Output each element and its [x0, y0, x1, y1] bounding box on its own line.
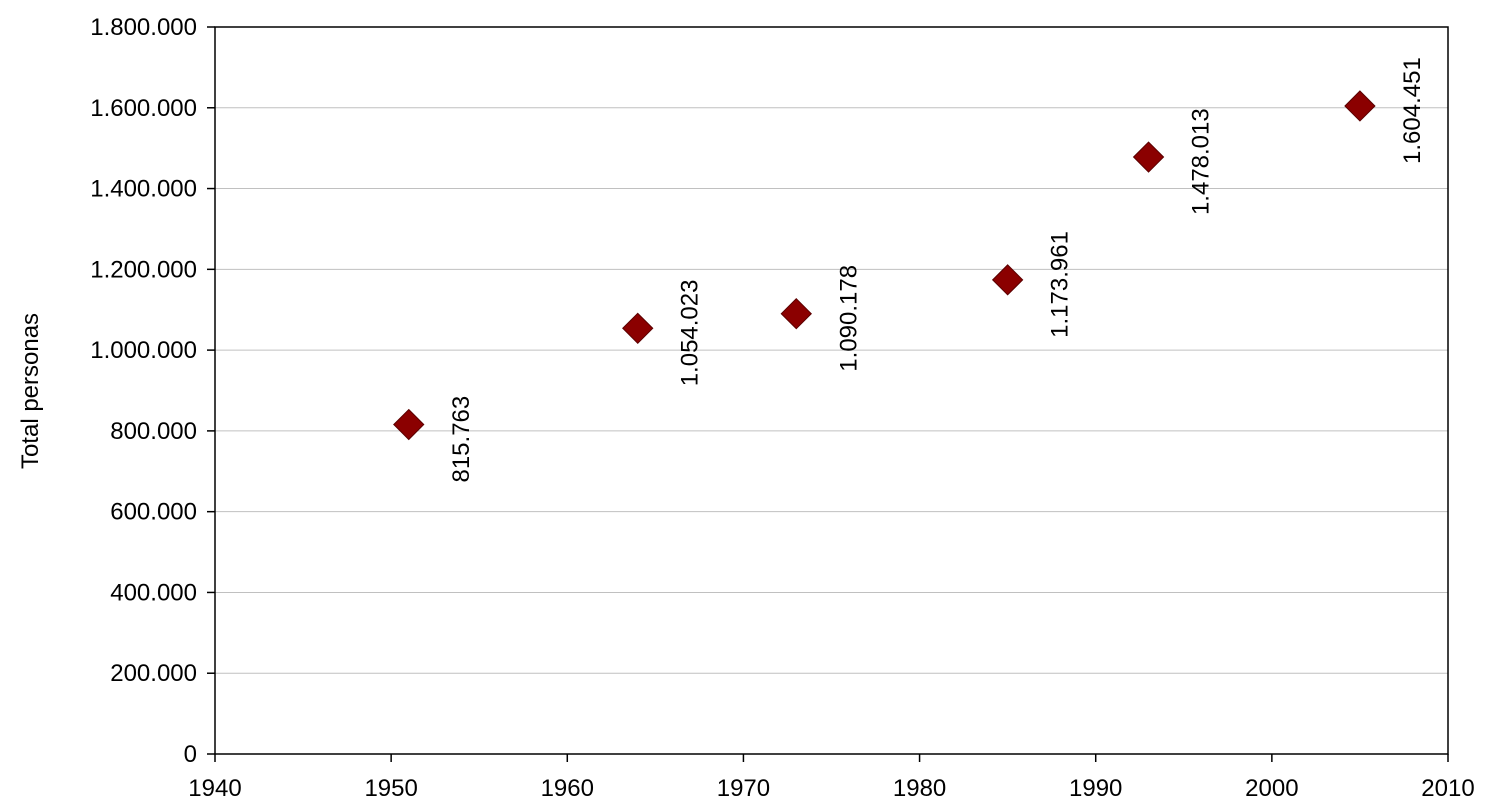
y-tick-label: 200.000	[110, 660, 197, 687]
y-tick-label: 1.000.000	[90, 337, 197, 364]
y-axis-title: Total personas	[17, 313, 44, 469]
x-tick-label: 1970	[717, 775, 770, 802]
data-point-marker	[780, 297, 812, 330]
y-tick-label: 1.400.000	[90, 176, 197, 203]
data-points: 815.763 1.054.023 1.090.178 1.173.961 1.478.…	[393, 57, 1426, 483]
y-tick-label: 1.200.000	[90, 256, 197, 283]
y-tick-label: 400.000	[110, 579, 197, 606]
gridlines	[215, 107, 1448, 674]
data-point-label: 1.173.961	[1047, 231, 1074, 338]
x-tick-label: 1940	[188, 775, 241, 802]
data-point-marker	[1344, 90, 1376, 122]
y-axis: 0 200.000 400.000 600.000 800.000 1.000.000 1.…	[90, 14, 215, 768]
data-point-label: 815.763	[448, 396, 475, 483]
data-point-label: 1.478.013	[1188, 108, 1215, 215]
data-point-marker	[393, 408, 425, 441]
y-tick-label: 1.800.000	[90, 14, 197, 41]
x-tick-label: 1950	[364, 775, 417, 802]
x-tick-label: 1960	[541, 775, 594, 802]
data-point-label: 1.054.023	[677, 280, 704, 387]
y-tick-label: 0	[184, 741, 197, 768]
plot-area	[214, 26, 1449, 755]
x-tick-label: 1990	[1069, 775, 1122, 802]
x-axis: 1940 1950 1960 1970 1980 1990 2000 2010	[188, 754, 1475, 802]
data-point-label: 1.090.178	[835, 265, 862, 372]
data-point-marker	[1132, 141, 1165, 173]
x-tick-label: 1980	[893, 775, 946, 802]
x-tick-label: 2010	[1421, 775, 1474, 802]
x-tick-label: 2000	[1245, 775, 1298, 802]
data-point-marker	[622, 312, 654, 344]
data-point-label: 1.604.451	[1399, 57, 1426, 164]
y-tick-label: 600.000	[110, 499, 197, 526]
data-point-marker	[991, 264, 1024, 296]
y-tick-label: 1.600.000	[90, 95, 197, 122]
y-tick-label: 800.000	[110, 418, 197, 445]
